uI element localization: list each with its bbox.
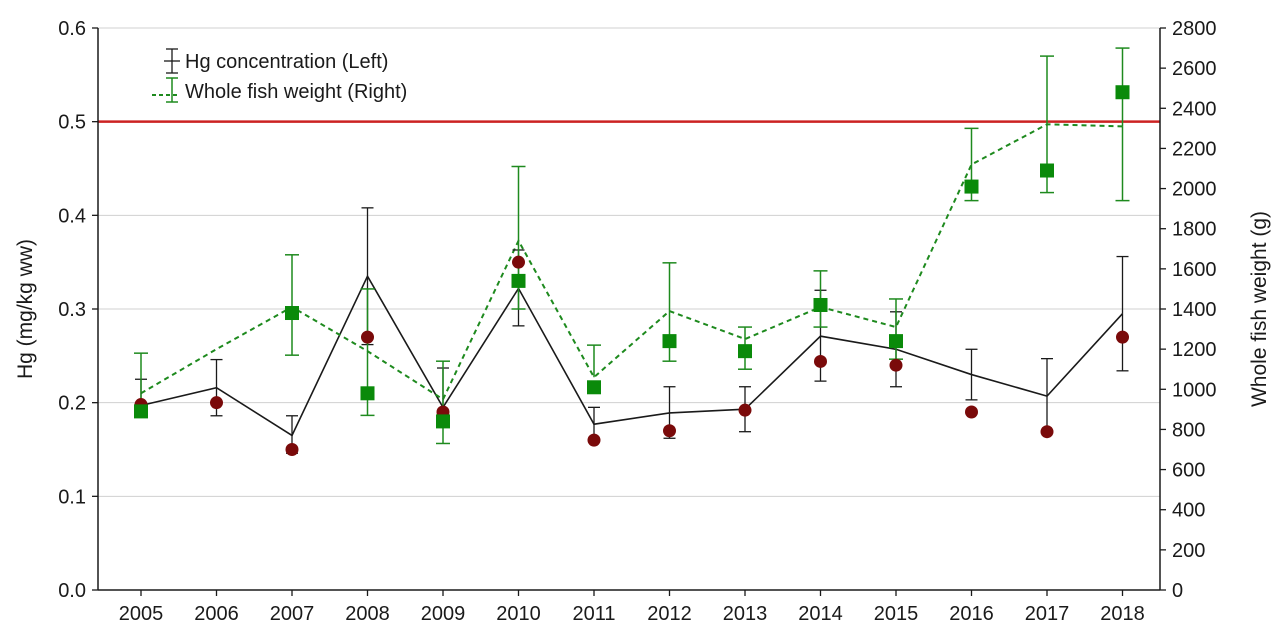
left-tick-label: 0.5 bbox=[58, 112, 86, 134]
weight-data-point bbox=[889, 334, 903, 349]
right-tick-label: 0 bbox=[1172, 580, 1183, 602]
fish-weight-line bbox=[140, 123, 1123, 401]
right-tick-label: 1800 bbox=[1172, 219, 1217, 241]
right-tick-label: 800 bbox=[1172, 419, 1205, 441]
weight-data-point bbox=[285, 306, 299, 321]
left-axis-ticks: 0.0 0.1 0.2 0.3 0.4 0.5 0.6 bbox=[58, 18, 98, 602]
hg-data-point bbox=[889, 358, 903, 372]
weight-data-point bbox=[134, 404, 148, 419]
x-tick-label: 2014 bbox=[798, 603, 843, 625]
x-tick-label: 2016 bbox=[949, 603, 994, 625]
weight-data-point bbox=[436, 414, 450, 429]
right-tick-label: 1400 bbox=[1172, 299, 1217, 321]
hg-data-point bbox=[210, 396, 223, 410]
legend: Hg concentration (Left) Whole fish weight… bbox=[152, 48, 407, 103]
x-tick-label: 2010 bbox=[496, 603, 541, 625]
weight-data-point bbox=[813, 297, 828, 312]
left-tick-label: 0.1 bbox=[58, 486, 86, 508]
right-tick-label: 2600 bbox=[1172, 58, 1217, 80]
x-tick-label: 2005 bbox=[119, 603, 164, 625]
legend-weight-label: Whole fish weight (Right) bbox=[185, 81, 407, 103]
x-tick-label: 2007 bbox=[270, 603, 315, 625]
y-axis-left-title: Hg (mg/kg ww) bbox=[14, 239, 37, 379]
weight-data-point bbox=[964, 179, 979, 194]
legend-hg-label: Hg concentration (Left) bbox=[185, 51, 388, 73]
markers bbox=[134, 85, 1130, 456]
x-tick-label: 2009 bbox=[421, 603, 466, 625]
hg-data-point bbox=[814, 354, 827, 368]
y-axis-right-title: Whole fish weight (g) bbox=[1248, 211, 1271, 407]
hg-data-point bbox=[512, 255, 525, 269]
right-tick-label: 2400 bbox=[1172, 98, 1217, 120]
right-tick-label: 2200 bbox=[1172, 138, 1217, 160]
x-tick-label: 2017 bbox=[1025, 603, 1070, 625]
x-axis-ticks: 2005 2006 2007 2008 2009 2010 2011 2012 2013 2014… bbox=[119, 590, 1145, 625]
right-tick-label: 600 bbox=[1172, 460, 1205, 482]
left-tick-label: 0.2 bbox=[58, 393, 86, 415]
right-tick-label: 2000 bbox=[1172, 179, 1217, 201]
right-tick-label: 200 bbox=[1172, 540, 1205, 562]
hg-data-point bbox=[1116, 330, 1129, 344]
hg-data-point bbox=[1040, 425, 1054, 439]
weight-data-point bbox=[1115, 85, 1130, 100]
hg-data-point bbox=[965, 405, 978, 419]
hg-data-point bbox=[361, 330, 374, 344]
hg-data-point bbox=[587, 433, 601, 447]
right-tick-label: 1600 bbox=[1172, 259, 1217, 281]
weight-data-point bbox=[662, 334, 677, 349]
right-tick-label: 400 bbox=[1172, 500, 1205, 522]
x-tick-label: 2006 bbox=[194, 603, 239, 625]
left-tick-label: 0.0 bbox=[58, 580, 86, 602]
left-tick-label: 0.6 bbox=[58, 18, 86, 40]
right-axis-ticks: 0 200 400 600 800 1000 1200 1400 1600 1800 2000 220… bbox=[1160, 18, 1217, 602]
weight-data-point bbox=[1040, 163, 1054, 178]
left-tick-label: 0.3 bbox=[58, 299, 86, 321]
hg-data-point bbox=[285, 443, 299, 456]
series-lines bbox=[140, 123, 1124, 437]
weight-data-point bbox=[511, 273, 526, 288]
right-tick-label: 1000 bbox=[1172, 379, 1217, 401]
weight-data-point bbox=[587, 380, 601, 395]
weight-data-point bbox=[738, 344, 752, 359]
hg-data-point bbox=[738, 403, 752, 417]
weight-data-point bbox=[360, 386, 375, 401]
hg-concentration-line bbox=[140, 274, 1124, 437]
x-tick-label: 2015 bbox=[874, 603, 919, 625]
x-tick-label: 2013 bbox=[723, 603, 768, 625]
right-tick-label: 1200 bbox=[1172, 339, 1217, 361]
x-tick-label: 2008 bbox=[345, 603, 390, 625]
x-tick-label: 2018 bbox=[1100, 603, 1145, 625]
hg-data-point bbox=[663, 424, 676, 438]
right-tick-label: 2800 bbox=[1172, 18, 1217, 40]
x-tick-label: 2011 bbox=[572, 603, 615, 625]
x-tick-label: 2012 bbox=[647, 603, 692, 625]
left-tick-label: 0.4 bbox=[58, 205, 86, 227]
